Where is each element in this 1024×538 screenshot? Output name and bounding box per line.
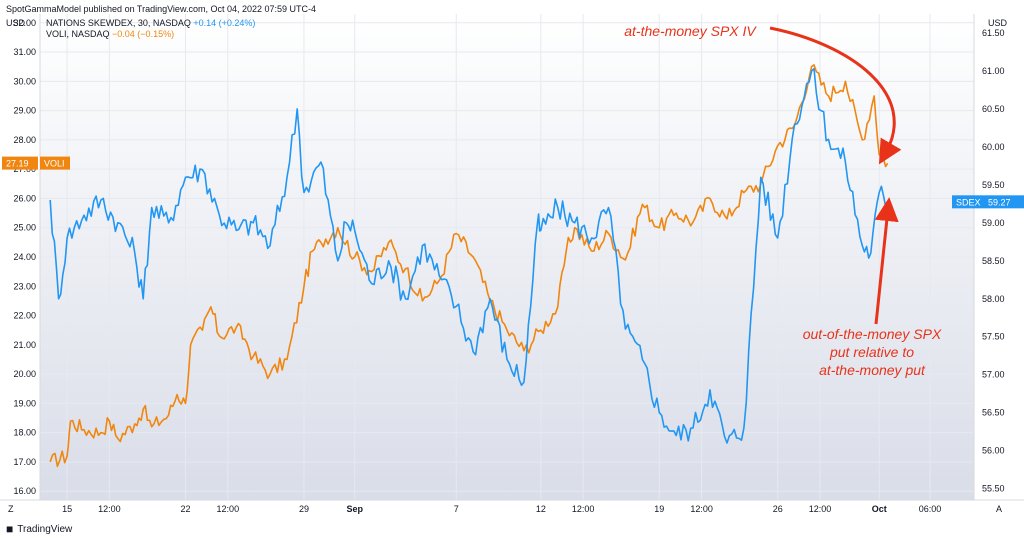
legend-change: −0.04 (−0.15%) [112, 29, 174, 39]
time-tick-label: 12:00 [217, 504, 240, 514]
annotation-otm-put-line: out-of-the-money SPX [803, 326, 942, 342]
left-tick-label: 17.00 [13, 457, 36, 467]
legend-name: VOLI, NASDAQ [46, 29, 112, 39]
left-tick-label: 31.00 [13, 47, 36, 57]
right-tick-label: 60.00 [982, 142, 1005, 152]
right-tick-label: 59.50 [982, 180, 1005, 190]
series-voli-name-label: VOLI [44, 159, 65, 169]
annotation-otm-put-line: at-the-money put [819, 362, 926, 378]
series-lines [49, 64, 889, 468]
left-tick-label: 21.00 [13, 340, 36, 350]
annotation-arrow-atm [769, 26, 902, 165]
right-tick-label: 56.50 [982, 408, 1005, 418]
left-tick-label: 19.00 [13, 398, 36, 408]
right-tick-label: 55.50 [982, 484, 1005, 494]
legend-entry: VOLI, NASDAQ −0.04 (−0.15%) [46, 29, 174, 39]
left-axis-unit: USD [6, 18, 26, 28]
series-voli-last-value: 27.19 [6, 159, 29, 169]
left-tick-label: 28.00 [13, 135, 36, 145]
right-tick-label: 61.50 [982, 28, 1005, 38]
chart[interactable]: 16.00 17.00 18.00 19.00 20.00 21.00 22.00 23.00… [0, 14, 1024, 516]
footer-brand: TradingView [17, 523, 73, 535]
time-tick-label: 19 [654, 504, 664, 514]
series-sdex [49, 67, 889, 444]
right-tick-label: 56.00 [982, 446, 1005, 456]
time-tick-label: 15 [62, 504, 72, 514]
time-tick-label: Sep [346, 504, 363, 514]
right-axis-unit: USD [988, 18, 1008, 28]
series-sdex-last-badge [952, 195, 1024, 209]
right-tick-label: 58.00 [982, 294, 1005, 304]
series-voli-last-badge [2, 156, 38, 170]
left-tick-label: 25.00 [13, 223, 36, 233]
time-tick-label: 12:00 [572, 504, 595, 514]
axes: 16.00 17.00 18.00 19.00 20.00 21.00 22.00 23.00… [2, 18, 1024, 514]
published-header: SpotGammaModel published on TradingView.… [6, 4, 317, 14]
annotation-atm-iv: at-the-money SPX IV [624, 23, 757, 39]
time-tick-label: 29 [299, 504, 309, 514]
time-tick-label: 12 [536, 504, 546, 514]
time-tick-label: 26 [773, 504, 783, 514]
series-voli-name-badge [40, 156, 70, 170]
time-tick-label: 12:00 [98, 504, 121, 514]
annotations: at-the-money SPX IV out-of-the-money SPX p… [624, 23, 942, 378]
left-tick-label: 22.00 [13, 311, 36, 321]
time-tick-label: 12:00 [690, 504, 713, 514]
gridlines [40, 14, 974, 500]
left-tick-label: 32.00 [13, 18, 36, 28]
corner-left-label: Z [8, 504, 14, 514]
right-tick-label: 60.50 [982, 104, 1005, 114]
legend-entry: NATIONS SKEWDEX, 30, NASDAQ +0.14 (+0.24… [46, 18, 255, 28]
legend: NATIONS SKEWDEX, 30, NASDAQ +0.14 (+0.24… [46, 18, 255, 39]
corner-right-label: A [996, 504, 1002, 514]
left-tick-label: 20.00 [13, 369, 36, 379]
left-tick-label: 23.00 [13, 281, 36, 291]
footer: ■ TradingView [6, 522, 72, 536]
series-sdex-last-value: 59.27 [988, 197, 1011, 207]
series-voli [49, 64, 889, 468]
right-tick-label: 57.00 [982, 370, 1005, 380]
time-tick-label: 12:00 [809, 504, 832, 514]
right-tick-label: 61.00 [982, 66, 1005, 76]
time-tick-label: 7 [454, 504, 459, 514]
annotation-arrow-otm [874, 197, 899, 325]
left-tick-label: 30.00 [13, 76, 36, 86]
tradingview-logo-icon: ■ [6, 522, 14, 536]
time-tick-label: Oct [872, 504, 887, 514]
left-tick-label: 18.00 [13, 428, 36, 438]
right-tick-label: 59.00 [982, 218, 1005, 228]
left-tick-label: 26.00 [13, 193, 36, 203]
right-tick-label: 58.50 [982, 256, 1005, 266]
right-tick-label: 57.50 [982, 332, 1005, 342]
time-tick-label: 22 [181, 504, 191, 514]
left-tick-label: 16.00 [13, 486, 36, 496]
left-tick-label: 24.00 [13, 252, 36, 262]
legend-change: +0.14 (+0.24%) [193, 18, 255, 28]
time-tick-label: 06:00 [919, 504, 942, 514]
legend-name: NATIONS SKEWDEX, 30, NASDAQ [46, 18, 193, 28]
series-sdex-name-label: SDEX [956, 197, 981, 207]
left-tick-label: 29.00 [13, 106, 36, 116]
annotation-otm-put-line: put relative to [829, 344, 914, 360]
